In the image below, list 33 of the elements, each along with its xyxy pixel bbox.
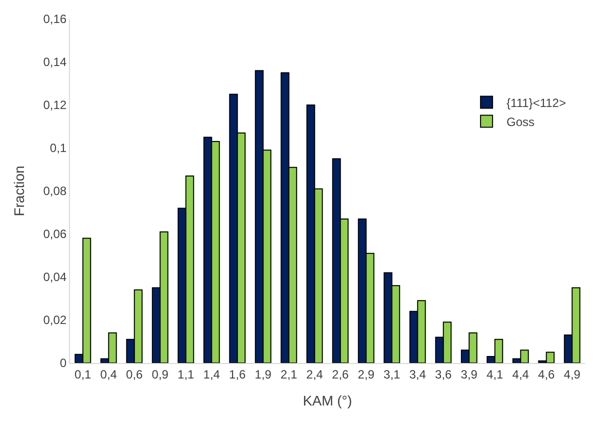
x-tick-label: 4,6 (538, 367, 556, 382)
x-axis-title: KAM (°) (302, 392, 352, 409)
x-tick-label: 2,1 (280, 367, 298, 382)
legend-label: Goss (506, 114, 535, 129)
x-tick-label: 4,9 (564, 367, 581, 382)
x-tick-label: 2,9 (358, 367, 375, 382)
x-tick-label: 3,1 (384, 367, 401, 382)
x-tick-label: 4,4 (512, 367, 530, 382)
x-tick-label: 2,6 (332, 367, 350, 382)
y-tick-label: 0,12 (43, 98, 67, 112)
y-tick-label: 0,04 (43, 270, 67, 284)
x-tick-label: 3,6 (435, 367, 452, 382)
y-tick-label: 0,1 (50, 141, 67, 156)
y-tick-label: 0,06 (43, 227, 67, 242)
x-tick-label: 0,6 (126, 367, 144, 382)
x-tick-label: 0,4 (100, 367, 118, 382)
y-tick-label: 0,16 (43, 12, 67, 26)
x-tick-label: 1,4 (203, 367, 220, 382)
x-tick-label: 1,6 (229, 367, 246, 382)
x-tick-label: 0,1 (74, 367, 92, 382)
x-tick-label: 1,9 (254, 367, 272, 382)
x-tick-label: 1,1 (178, 367, 195, 382)
y-tick-label: 0,02 (43, 313, 67, 328)
y-tick-label: 0,08 (43, 184, 67, 198)
y-tick-label: 0 (60, 356, 67, 370)
x-tick-label: 4,1 (486, 367, 504, 382)
x-tick-label: 2,4 (306, 367, 324, 382)
legend-label: {111}<112> (506, 96, 566, 110)
x-tick-label: 3,4 (409, 367, 426, 382)
x-tick-label: 3,9 (460, 367, 478, 382)
x-tick-label: 0,9 (152, 367, 169, 382)
y-tick-label: 0,14 (43, 55, 67, 70)
y-axis-title: Fraction (10, 166, 27, 216)
